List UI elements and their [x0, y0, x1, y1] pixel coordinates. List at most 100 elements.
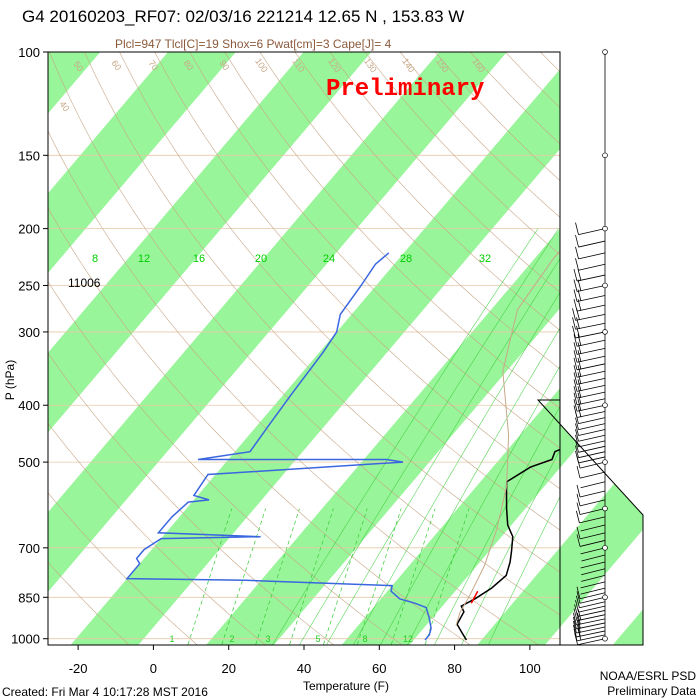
mixing-ratio-line [221, 508, 266, 645]
wind-level-marker [602, 635, 608, 642]
x-tick-label: 100 [519, 661, 541, 676]
mixing-ratio-label-top: 28 [400, 253, 412, 265]
temperature-band [477, 547, 560, 645]
dry-adiabat-label: 40 [57, 99, 71, 113]
temperature-band [341, 388, 560, 645]
wind-barb [580, 524, 606, 532]
dry-adiabat-line [48, 130, 540, 645]
dry-adiabat-label: 90 [217, 58, 231, 72]
wind-barb [573, 372, 606, 385]
wind-level-marker [602, 545, 608, 551]
height-annotation: 11006 [68, 276, 101, 290]
x-axis-ticks: -20 0 20 40 60 80 100 [69, 645, 541, 676]
mixing-ratio-line [289, 508, 334, 645]
wind-level-marker [602, 282, 608, 289]
y-tick-label: 300 [18, 325, 40, 340]
wind-barb [572, 308, 606, 321]
mixing-ratio-label-bottom: 3 [265, 634, 270, 644]
wind-barb [573, 386, 606, 399]
wind-level-marker [602, 225, 608, 232]
wind-level-marker [602, 49, 608, 55]
mixing-ratio-line [255, 508, 300, 645]
y-tick-label: 700 [18, 541, 40, 556]
wind-barb [575, 600, 606, 613]
moist-adiabat-line [299, 228, 559, 645]
wind-barb [572, 317, 606, 330]
data-series [125, 250, 560, 641]
mixing-ratio-label-bottom: 8 [362, 634, 367, 644]
wind-barb [580, 581, 606, 589]
y-axis-ticks: 100 150 200 250 300 400 500 700 850 1000 [11, 45, 48, 647]
moist-adiabat-line [407, 365, 560, 645]
dry-adiabat-label: 80 [181, 58, 195, 72]
wind-barb [573, 350, 606, 363]
wind-barb [573, 268, 606, 282]
dry-adiabat-line [48, 561, 130, 645]
wind-barb [573, 392, 606, 406]
y-tick-label: 250 [18, 278, 40, 293]
wind-barbs [572, 49, 608, 646]
moist-adiabat-line [380, 327, 560, 645]
dry-adiabat-label: 70 [146, 58, 160, 72]
wind-barb [580, 547, 606, 555]
temperature-band [607, 25, 700, 651]
wind-barb [581, 575, 606, 582]
wind-barb [573, 616, 606, 630]
chart-title: G4 20160203_RF07: 02/03/16 221214 12.65 … [22, 7, 464, 26]
wind-barb [576, 502, 606, 515]
wind-barb [573, 357, 606, 371]
dry-adiabat-line [48, 492, 198, 645]
moist-adiabat-line [353, 291, 560, 645]
wind-barb [576, 534, 606, 547]
dry-adiabat-line [48, 352, 335, 645]
y-tick-label: 850 [18, 590, 40, 605]
y-tick-label: 400 [18, 398, 40, 413]
wind-barb [576, 510, 606, 524]
wind-barb [576, 526, 606, 540]
dry-adiabat-line [224, 52, 560, 409]
footer-created: Created: Fri Mar 4 10:17:28 MST 2016 [2, 685, 208, 699]
chart-subtitle: Plcl=947 Tlcl[C]=19 Shox=6 Pwat[cm]=3 Ca… [115, 37, 392, 51]
dry-adiabat-line [154, 52, 560, 490]
wind-barb [576, 465, 606, 479]
wind-barb [576, 484, 606, 498]
dry-adiabats [48, 52, 700, 651]
dry-adiabat-line [48, 422, 266, 645]
wind-barb [575, 222, 606, 236]
wind-barb [576, 595, 606, 609]
wind-barb [573, 342, 606, 355]
mixing-ratio-label-bottom: 2 [229, 634, 234, 644]
wind-barb [573, 624, 606, 638]
wind-barb [575, 434, 606, 448]
x-tick-label: 60 [372, 661, 386, 676]
temperature-band [48, 52, 101, 114]
temperature-band [48, 52, 236, 273]
x-tick-label: -20 [69, 661, 88, 676]
wind-barb [575, 258, 606, 271]
wind-barb [573, 612, 606, 626]
wind-barb [573, 365, 606, 378]
moist-adiabat-line [326, 258, 560, 645]
preliminary-watermark: Preliminary [326, 76, 484, 103]
dry-adiabat-line [611, 52, 700, 651]
wind-barb [581, 554, 606, 562]
dry-adiabat-line [49, 52, 560, 616]
mixing-ratio-label-top: 8 [92, 253, 98, 265]
temperature-band [48, 52, 507, 592]
temperature-band [538, 400, 643, 645]
mixing-ratio-label-top: 16 [193, 253, 205, 265]
mixing-ratio-line [187, 508, 233, 645]
wind-barb [580, 561, 606, 569]
dry-adiabat-label: 50 [71, 59, 85, 73]
dry-adiabat-line [259, 52, 560, 370]
y-tick-label: 200 [18, 222, 40, 237]
wind-level-marker [602, 594, 608, 601]
wind-barb [573, 279, 606, 292]
temperature-bands-extension [538, 400, 643, 645]
wind-barb [575, 429, 606, 442]
x-tick-label: 0 [150, 661, 157, 676]
wind-barb [576, 493, 606, 507]
mixing-ratio-line [322, 508, 368, 645]
wind-barb [575, 246, 606, 260]
